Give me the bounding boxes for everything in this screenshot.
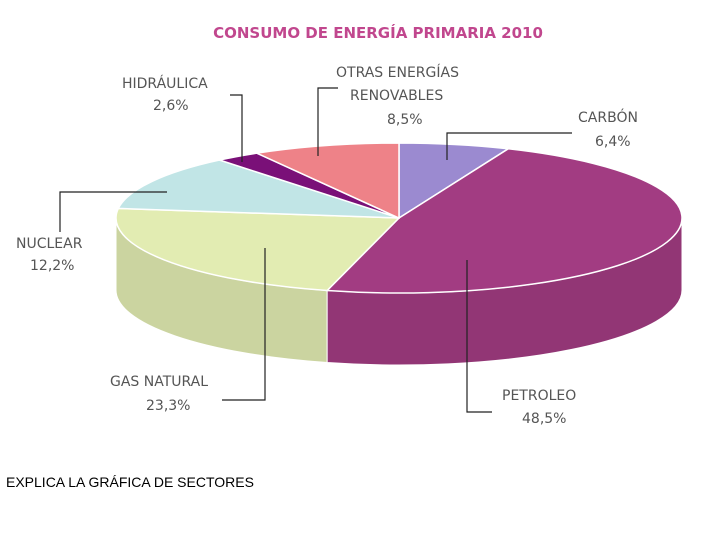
label-otras-value: 8,5% (387, 112, 423, 128)
leader-nuclear (59, 191, 167, 232)
label-hidraulica-name: HIDRÁULICA (122, 75, 208, 92)
leader-otras (317, 87, 338, 156)
leader-lines (59, 87, 572, 413)
slice-nuclear (117, 159, 400, 219)
label-carbon-value: 6,4% (595, 134, 631, 150)
label-petroleo-name: PETROLEO (502, 388, 576, 404)
leader-hidraulica (230, 94, 243, 162)
label-gas-name: GAS NATURAL (110, 374, 208, 390)
leader-gas-natural (222, 248, 266, 401)
slice-petroleo (325, 148, 683, 294)
slice-otras-energias-renovables (254, 142, 400, 220)
slice-gas-natural (115, 207, 401, 292)
chart-title: CONSUMO DE ENERGÍA PRIMARIA 2010 (213, 23, 543, 42)
label-otras-name-line1: OTRAS ENERGÍAS (336, 64, 459, 81)
question-caption: EXPLICA LA GRÁFICA DE SECTORES (6, 474, 254, 490)
pie-top (115, 142, 683, 294)
slice-labels: CARBÓN 6,4% PETROLEO 48,5% GAS NATURAL 2… (16, 64, 638, 427)
leader-carbon (446, 132, 572, 160)
label-otras-name-line2: RENOVABLES (350, 88, 443, 104)
label-carbon-name: CARBÓN (578, 108, 638, 126)
label-hidraulica-value: 2,6% (153, 98, 189, 114)
label-gas-value: 23,3% (146, 398, 190, 414)
leader-petroleo (466, 260, 492, 413)
label-nuclear-name: NUCLEAR (16, 236, 83, 252)
label-nuclear-value: 12,2% (30, 258, 74, 274)
label-petroleo-value: 48,5% (522, 411, 566, 427)
